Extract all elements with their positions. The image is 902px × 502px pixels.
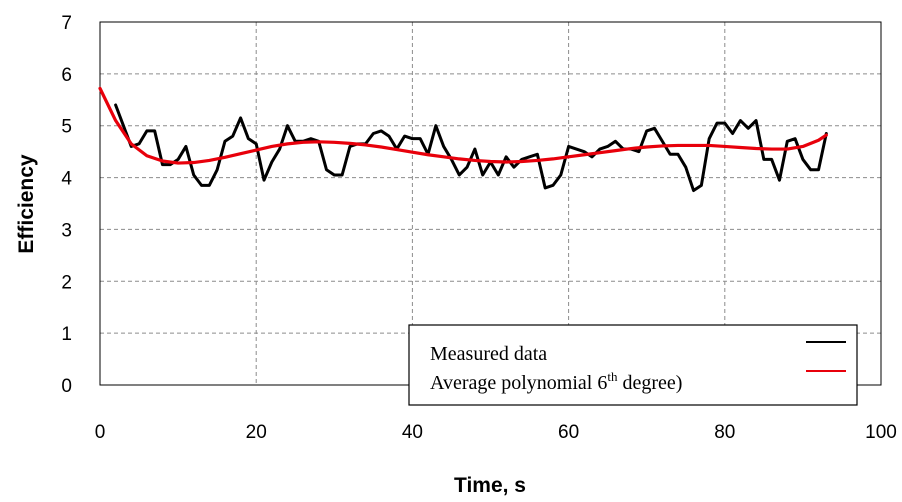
y-tick-label: 6 — [61, 65, 72, 86]
y-tick-label: 5 — [61, 117, 72, 138]
y-tick-label: 3 — [61, 220, 72, 241]
x-tick-label: 0 — [95, 422, 106, 443]
x-tick-label: 80 — [714, 422, 735, 443]
x-axis-ticks: 0 20 40 60 80 100 — [95, 422, 897, 443]
x-tick-label: 60 — [558, 422, 579, 443]
y-tick-label: 4 — [61, 169, 72, 190]
x-tick-label: 100 — [865, 422, 897, 443]
y-axis-title: Efficiency — [15, 154, 38, 254]
y-tick-label: 2 — [61, 272, 72, 293]
legend: Measured data Average polynomial 6th deg… — [408, 324, 858, 406]
y-tick-label: 7 — [61, 13, 72, 34]
legend-poly-text: Average polynomial 6 — [430, 372, 607, 394]
y-tick-label: 1 — [61, 324, 72, 345]
x-tick-label: 40 — [402, 422, 423, 443]
y-tick-label: 0 — [61, 376, 72, 397]
x-axis-title: Time, s — [454, 474, 526, 497]
legend-poly-sup: th — [607, 369, 618, 384]
y-axis-ticks: 0 1 2 3 4 5 6 7 — [61, 13, 72, 397]
legend-poly-text-end: degree) — [617, 372, 682, 394]
legend-label-polynomial: Average polynomial 6th degree) — [430, 369, 682, 394]
legend-box — [408, 324, 858, 406]
series-group — [98, 86, 828, 193]
x-tick-label: 20 — [246, 422, 267, 443]
legend-label-measured: Measured data — [430, 343, 547, 365]
series-line-polynomial — [98, 86, 828, 165]
